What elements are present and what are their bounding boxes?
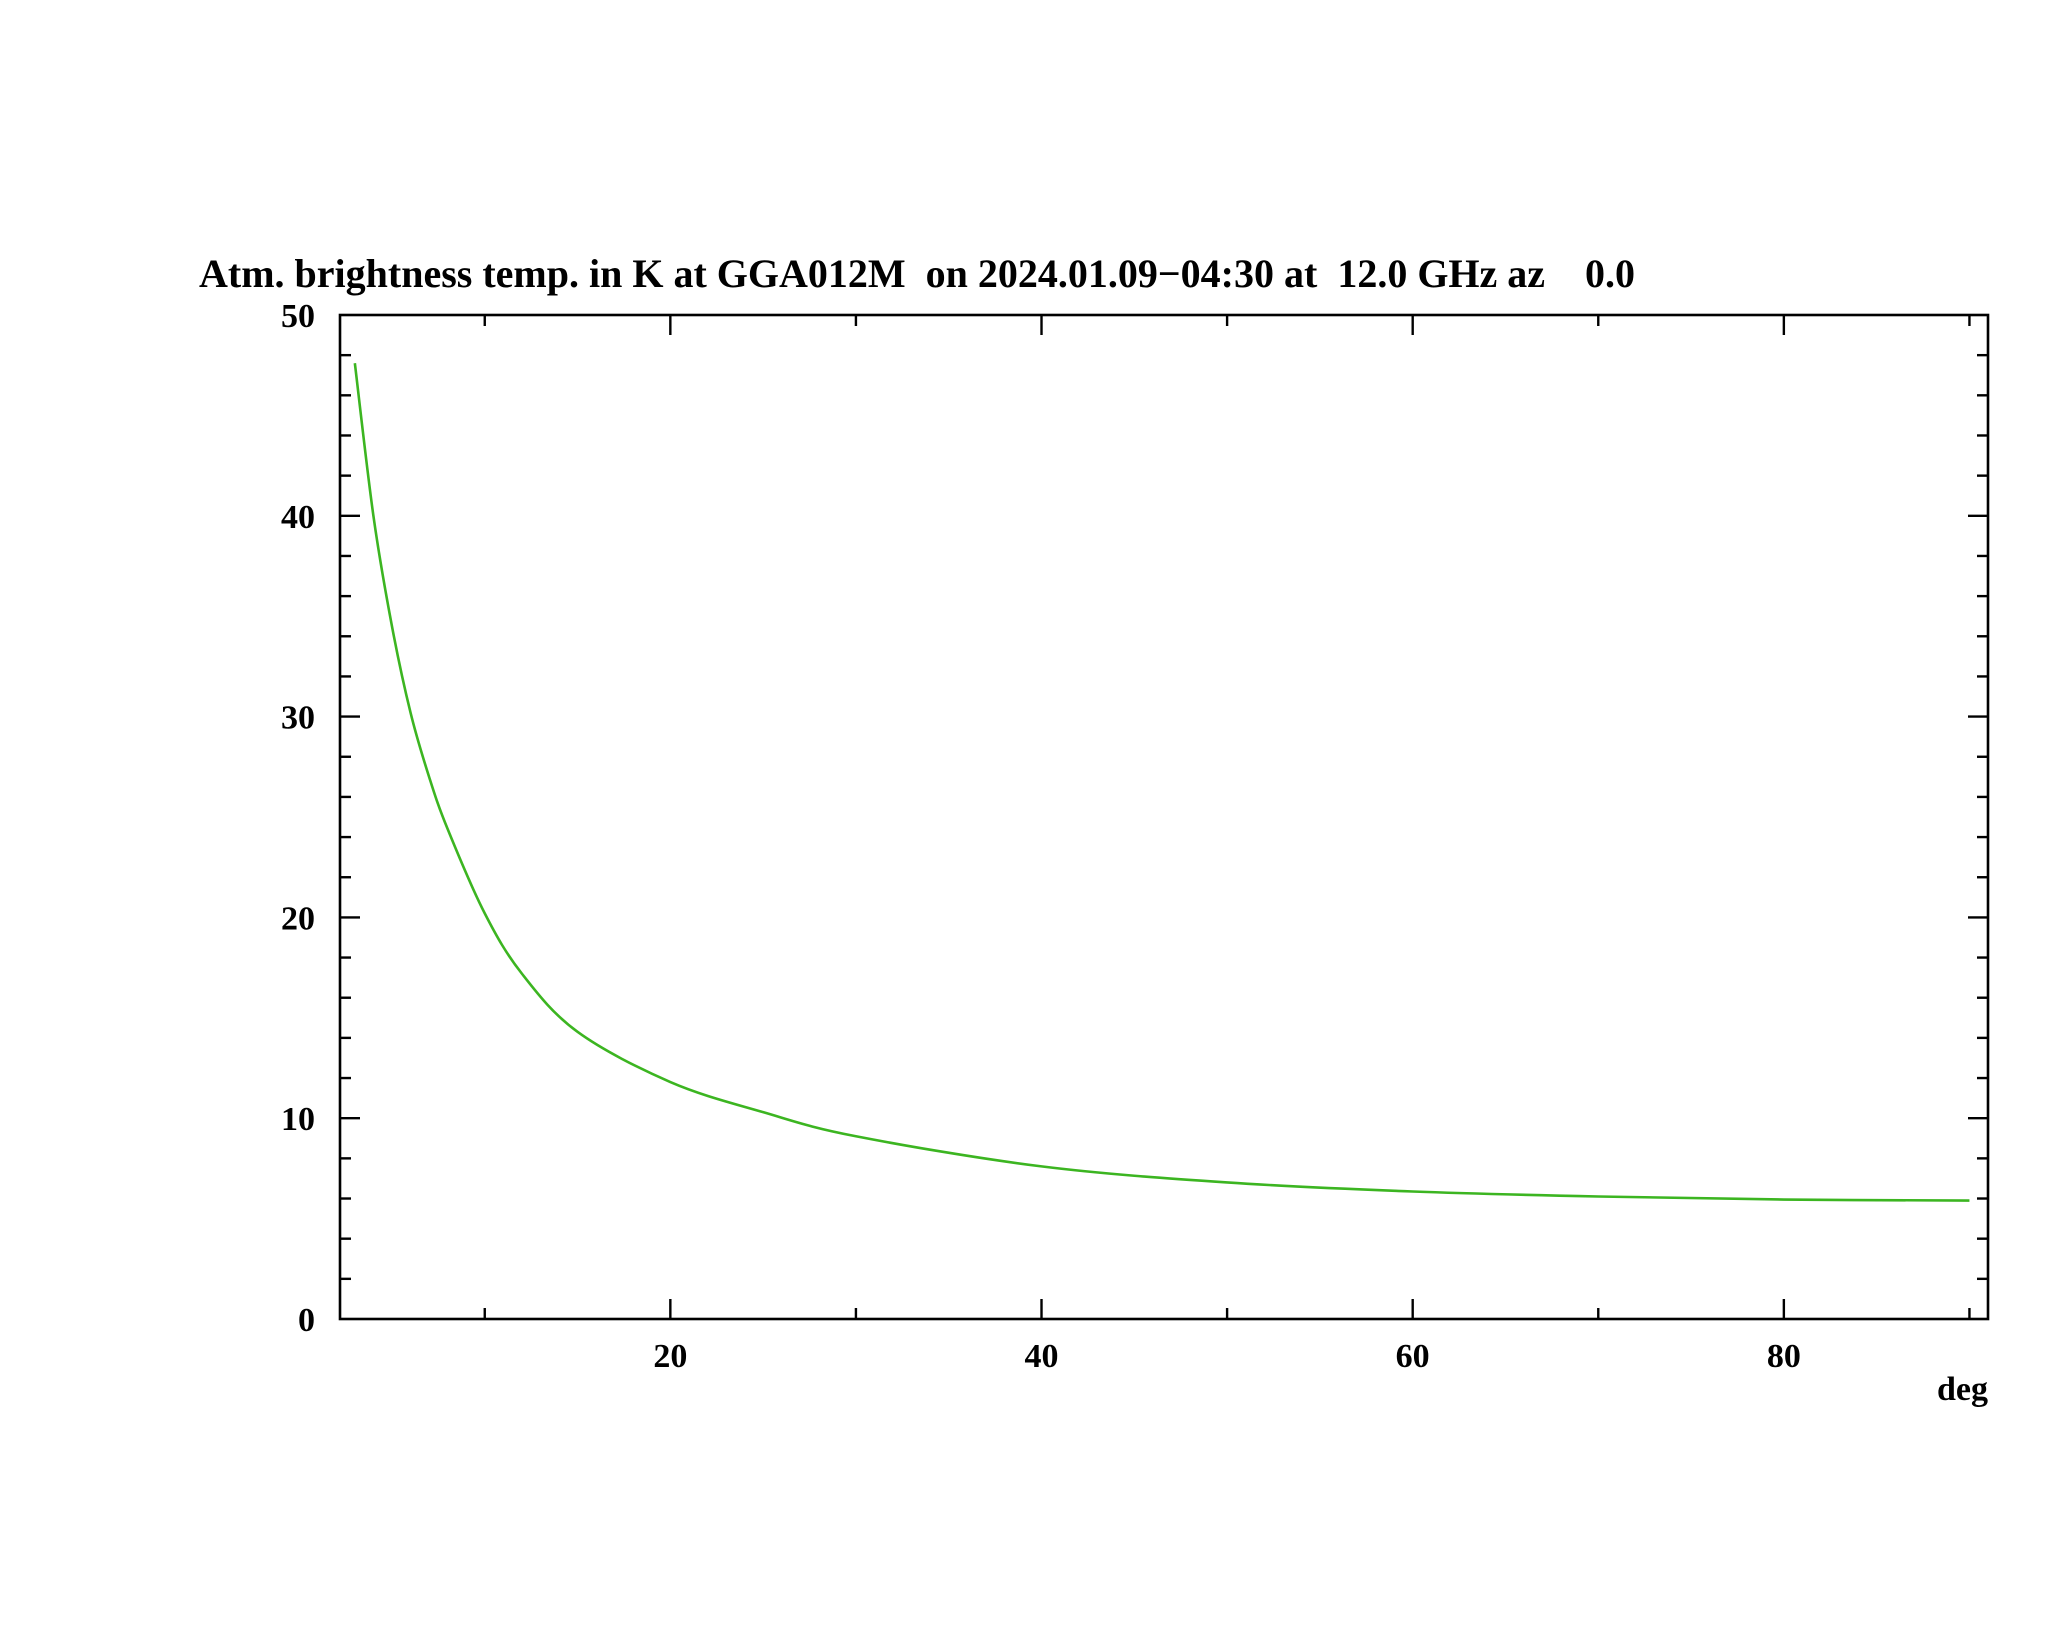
x-tick-label: 20 (653, 1338, 687, 1375)
axis-ticks (340, 315, 1988, 1319)
y-tick-label: 40 (281, 499, 315, 536)
chart-title: Atm. brightness temp. in K at GGA012M on… (199, 251, 1635, 296)
series-line (353, 363, 1970, 1202)
y-tick-label: 30 (281, 700, 315, 737)
x-tick-label: 40 (1025, 1338, 1059, 1375)
y-tick-label: 20 (281, 900, 315, 937)
y-tick-label: 0 (298, 1302, 315, 1339)
y-tick-label: 50 (281, 298, 315, 335)
tick-labels: 20 40 60 80 0 10 20 30 40 50 (281, 298, 1801, 1375)
y-tick-label: 10 (281, 1101, 315, 1138)
x-axis-label: deg (1937, 1371, 1988, 1408)
plot-frame (338, 313, 1990, 1321)
x-tick-label: 60 (1396, 1338, 1430, 1375)
x-tick-label: 80 (1767, 1338, 1801, 1375)
